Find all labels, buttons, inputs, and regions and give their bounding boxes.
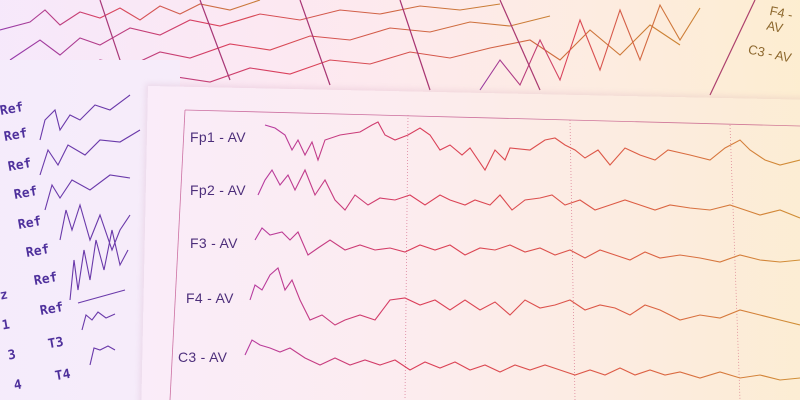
channel-label-fp1: Fp1 - AV <box>190 129 246 145</box>
channel-label-c3: C3 - AV <box>178 349 228 365</box>
channel-label-fp2: Fp2 - AV <box>190 182 246 198</box>
right-channel-label: F4 - AV <box>765 3 795 36</box>
channel-label-f4: F4 - AV <box>186 290 234 306</box>
channel-label-f3: F3 - AV <box>190 235 238 251</box>
